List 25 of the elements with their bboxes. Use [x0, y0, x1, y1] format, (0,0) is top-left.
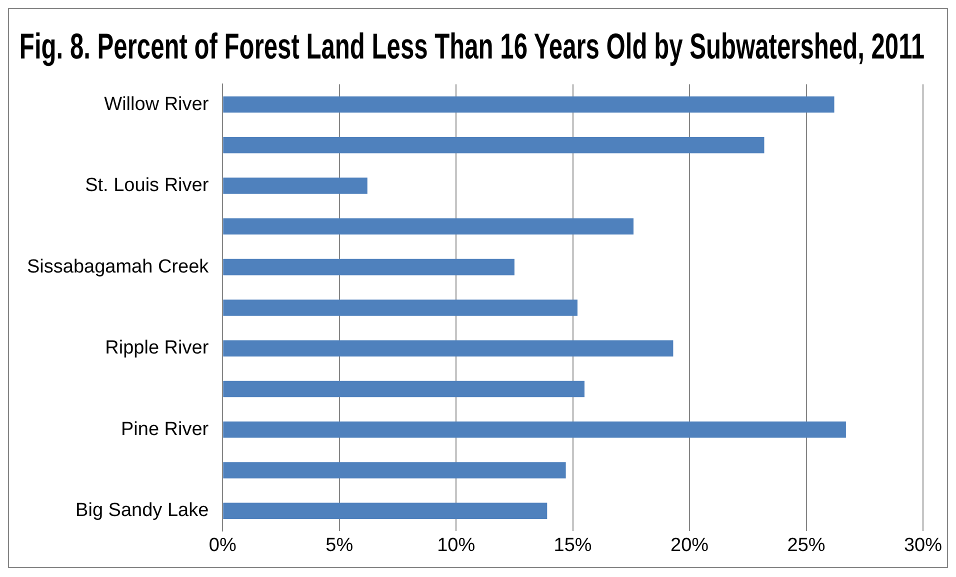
x-tick-label: 30%	[904, 534, 942, 556]
y-tick-label: Big Sandy Lake	[76, 500, 209, 522]
bar	[223, 96, 834, 113]
y-tick-label: St. Louis River	[85, 175, 210, 196]
x-tick-label: 15%	[554, 534, 592, 556]
x-tick-label: 0%	[208, 534, 236, 556]
chart-title: Fig. 8. Percent of Forest Land Less Than 16 Years Old by Subwatershed, 2011	[19, 26, 925, 67]
y-tick-label: Sissabagamah Creek	[26, 256, 210, 278]
y-tick-label: Ripple River	[105, 338, 210, 359]
bar	[223, 300, 578, 316]
x-tick-label: 10%	[437, 534, 476, 556]
bar	[223, 462, 566, 478]
bar	[223, 340, 674, 356]
bar	[223, 178, 368, 194]
bar	[223, 258, 514, 276]
y-tick-label: Pine River	[120, 418, 210, 440]
bar	[223, 380, 584, 398]
x-tick-label: 5%	[326, 534, 354, 556]
x-tick-label: 25%	[787, 534, 826, 556]
bar	[223, 137, 764, 154]
bar	[223, 218, 634, 235]
y-tick-label: Willow River	[104, 94, 210, 115]
bar	[223, 421, 846, 438]
x-tick-label: 20%	[670, 534, 709, 556]
bar	[223, 502, 548, 520]
